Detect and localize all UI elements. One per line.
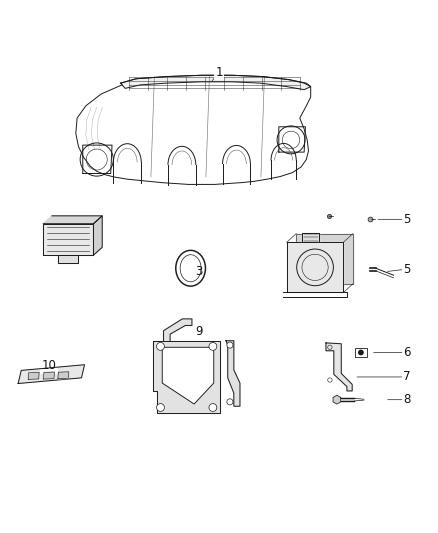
Text: 5: 5 bbox=[403, 263, 410, 276]
Text: 10: 10 bbox=[41, 359, 56, 372]
Text: 6: 6 bbox=[403, 346, 410, 359]
Text: 2: 2 bbox=[54, 236, 61, 249]
Polygon shape bbox=[43, 224, 93, 255]
Polygon shape bbox=[162, 348, 214, 404]
Circle shape bbox=[156, 403, 164, 411]
Polygon shape bbox=[58, 255, 78, 263]
Polygon shape bbox=[121, 75, 311, 90]
Text: 5: 5 bbox=[403, 213, 410, 226]
Circle shape bbox=[227, 342, 233, 348]
Circle shape bbox=[209, 403, 217, 411]
Polygon shape bbox=[93, 216, 102, 255]
Polygon shape bbox=[152, 341, 220, 413]
Polygon shape bbox=[18, 365, 85, 384]
Text: 3: 3 bbox=[196, 265, 203, 278]
Circle shape bbox=[156, 343, 164, 350]
Text: 1: 1 bbox=[215, 66, 223, 79]
Text: 9: 9 bbox=[196, 326, 203, 338]
Text: 8: 8 bbox=[403, 393, 410, 406]
Polygon shape bbox=[302, 233, 319, 243]
Polygon shape bbox=[287, 243, 343, 293]
Polygon shape bbox=[163, 319, 192, 341]
Polygon shape bbox=[226, 341, 240, 406]
Circle shape bbox=[227, 399, 233, 405]
Bar bbox=[355, 348, 367, 357]
Polygon shape bbox=[326, 343, 352, 391]
Circle shape bbox=[209, 343, 217, 350]
Polygon shape bbox=[28, 373, 39, 379]
Polygon shape bbox=[43, 372, 54, 379]
Polygon shape bbox=[43, 216, 102, 224]
Circle shape bbox=[359, 350, 363, 354]
Text: 7: 7 bbox=[403, 370, 410, 383]
Polygon shape bbox=[296, 233, 353, 284]
Polygon shape bbox=[58, 372, 69, 379]
Text: 4: 4 bbox=[311, 282, 319, 295]
Polygon shape bbox=[333, 395, 341, 404]
